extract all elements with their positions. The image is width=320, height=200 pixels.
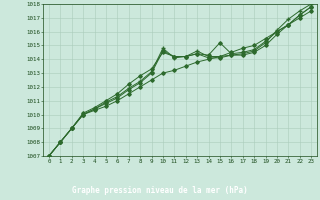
Text: Graphe pression niveau de la mer (hPa): Graphe pression niveau de la mer (hPa) bbox=[72, 186, 248, 195]
